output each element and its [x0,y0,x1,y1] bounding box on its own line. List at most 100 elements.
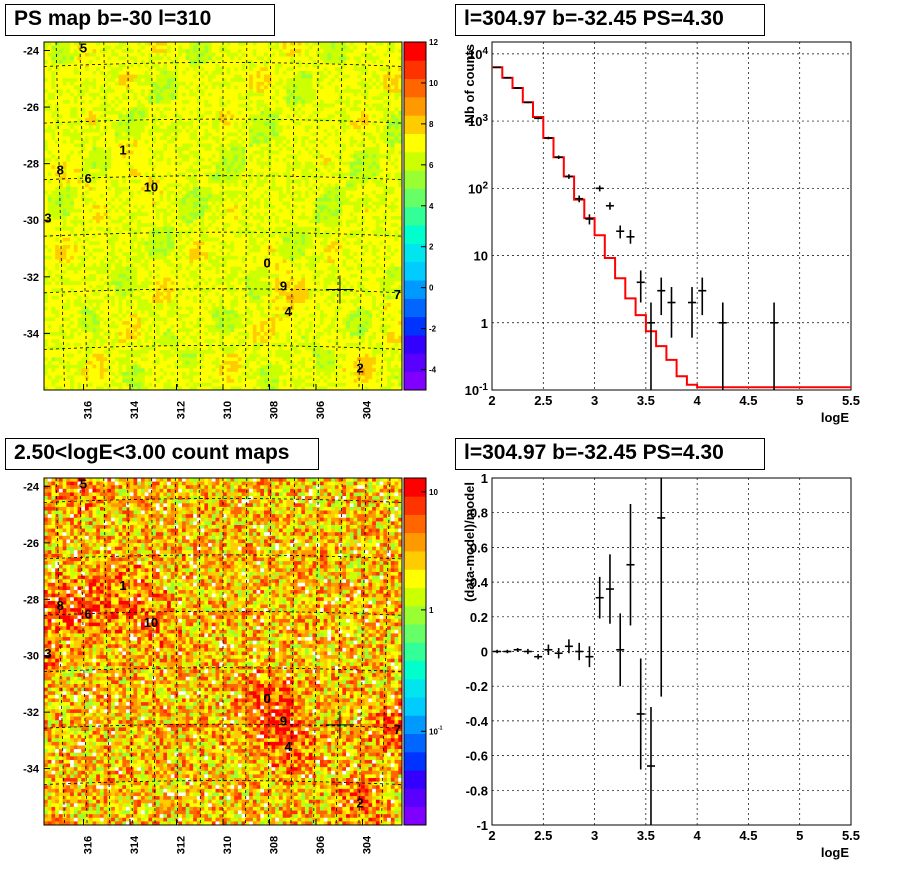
grid-lines [491,42,852,391]
y-tick-label: 104 [468,46,488,62]
data-point [493,66,502,69]
x-tick-label: 3 [591,828,598,843]
data-point [554,648,563,659]
y-tick-label: -26 [23,102,39,114]
plot-frame [491,41,852,391]
residual-title: l=304.97 b=-32.45 PS=4.30 [455,438,765,470]
x-tick-label: 3 [591,393,598,408]
x-tick-label: 314 [129,835,141,854]
colorbar [403,41,427,391]
y-tick-label: -0.4 [466,714,489,729]
x-tick-label: 312 [176,836,188,854]
colorbar-tick-label: -4 [429,366,437,375]
colorbar-tick-label: 6 [429,161,434,170]
data-point [544,644,553,655]
y-tick-label: -34 [23,328,40,340]
colorbar-tick-label: 1 [429,606,434,615]
x-tick-label: 316 [83,401,95,419]
source-label: 7 [394,287,401,302]
data-point [585,646,594,668]
source-label: 8 [57,598,64,613]
count-map-title: 2.50<logE<3.00 count maps [5,438,319,470]
x-tick-label: 3.5 [637,393,655,408]
data-point [698,277,707,316]
data-point [523,101,532,104]
y-tick-label: -0.6 [466,749,488,764]
plot-frame [491,477,852,826]
data-point [513,87,522,89]
y-tick-label: -34 [23,764,40,776]
colorbar [403,477,427,826]
colorbar-tick-label: 12 [429,38,438,47]
x-tick-label: 312 [176,401,188,419]
heatmap-coord-grid [43,477,403,826]
source-label: 2 [357,795,364,810]
x-tick-label: 306 [315,836,327,854]
source-label: 10 [144,615,158,630]
y-tick-label: 0.6 [470,540,488,555]
y-tick-label: 10 [474,249,488,264]
ps-map-title: PS map b=-30 l=310 [5,4,275,36]
data-point [605,202,614,210]
residual-panel: 2 2.5 3 3.5 4 4.5 5 5.5 -1 -0.8 -0.6 -0.4 -0.2 0 0.2 0.… [462,471,860,860]
colorbar-tick-label: 4 [429,202,434,211]
data-point [534,117,543,120]
data-point [616,225,625,239]
data-point [636,270,645,303]
x-axis-label: logE [821,845,849,860]
x-tick-label: 4.5 [739,393,757,408]
heatmap-cells [44,42,403,391]
spectrum-panel: 2 2.5 3 3.5 4 4.5 5 5.5 10-1 1 10 102 103 104 logE Nb o… [462,41,860,425]
data-point [503,77,512,79]
colorbar-tick-label: 2 [429,243,434,252]
data-point [534,654,543,660]
x-tick-label: 4.5 [739,828,757,843]
y-tick-label: 0.8 [470,506,488,521]
data-point [616,613,625,687]
data-point [585,214,594,225]
source-label: 5 [80,41,87,56]
x-tick-label: 304 [361,835,373,854]
y-axis-label: Nb of counts [462,44,477,123]
data-point [657,478,666,697]
x-tick-label: 2 [488,393,495,408]
data-point [605,554,614,624]
x-tick-label: 2.5 [534,393,552,408]
y-tick-label: -32 [23,272,39,284]
x-tick-label: 5.5 [842,393,860,408]
data-point [636,658,645,770]
data-point [564,174,573,179]
source-label: 8 [57,162,64,177]
x-tick-label: 3.5 [637,828,655,843]
data-point [626,229,635,244]
y-tick-label: -26 [23,538,39,550]
data-point [646,707,655,825]
data-point [544,136,553,140]
x-tick-label: 4 [694,828,702,843]
source-label: 9 [280,714,287,729]
data-point [513,648,522,652]
heatmap-cells [44,478,403,826]
y-tick-label: -30 [23,651,39,663]
x-tick-label: 4 [694,393,702,408]
data-point [657,277,666,316]
x-axis-label: logE [821,410,849,425]
y-tick-label: -28 [23,159,39,171]
data-point [770,302,779,390]
x-tick-label: 306 [315,401,327,419]
x-tick-label: 5 [796,828,803,843]
heatmap-coord-grid [43,41,403,391]
x-tick-label: 2.5 [534,828,552,843]
y-tick-label: -24 [23,481,40,493]
data-point [493,649,502,654]
x-tick-label: 304 [361,400,373,419]
x-tick-label: 308 [268,836,280,854]
x-tick-label: 314 [129,400,141,419]
y-axis-label: (data-model)/model [462,482,477,602]
x-tick-label: 5.5 [842,828,860,843]
data-point [688,287,697,338]
data-point [554,155,563,159]
data-point [575,642,584,661]
